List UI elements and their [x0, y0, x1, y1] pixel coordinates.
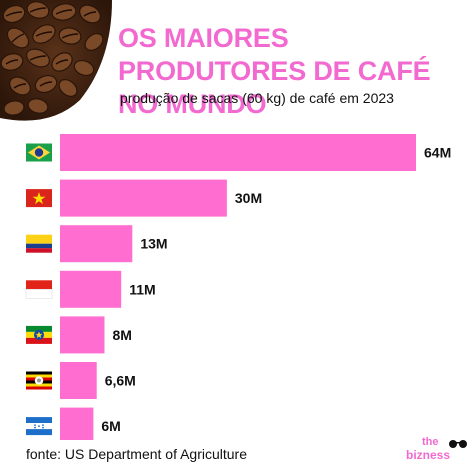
bar — [60, 179, 227, 217]
logo-text-bottom: bizness — [406, 448, 451, 462]
honduras-flag — [26, 417, 52, 436]
bar — [60, 362, 97, 399]
bar-value-label: 13M — [140, 236, 167, 252]
chart-title: OS MAIORES PRODUTORES DE CAFÉ NO MUNDO — [118, 23, 431, 119]
colombia-flag — [26, 234, 52, 253]
logo-text-top: the — [422, 436, 439, 448]
brazil-flag — [26, 143, 52, 162]
bar-value-label: 8M — [113, 327, 132, 343]
sunglasses-icon — [449, 440, 467, 448]
bar-value-label: 30M — [235, 190, 262, 206]
bar-value-label: 6M — [101, 418, 120, 434]
bar — [60, 134, 416, 171]
bar-value-label: 11M — [129, 281, 155, 297]
bar-value-label: 6,6M — [105, 373, 136, 389]
bar — [60, 316, 105, 354]
chart-subtitle: produção de sacas (60 kg) de café em 202… — [120, 90, 394, 106]
brand-logo: the bizness — [400, 436, 470, 472]
indonesia-flag — [25, 280, 53, 299]
ethiopia-flag — [26, 325, 52, 344]
bar — [60, 225, 133, 263]
bar-value-label: 64M — [424, 145, 451, 161]
coffee-beans-image — [0, 0, 112, 121]
uganda-flag — [26, 371, 52, 390]
bar — [60, 407, 94, 440]
bar — [60, 270, 122, 308]
bar-chart: 64M 30M 13M 11M 8M 6,6M 6M — [25, 134, 451, 440]
vietnam-flag — [26, 189, 52, 208]
source-note: fonte: US Department of Agriculture — [26, 446, 247, 462]
